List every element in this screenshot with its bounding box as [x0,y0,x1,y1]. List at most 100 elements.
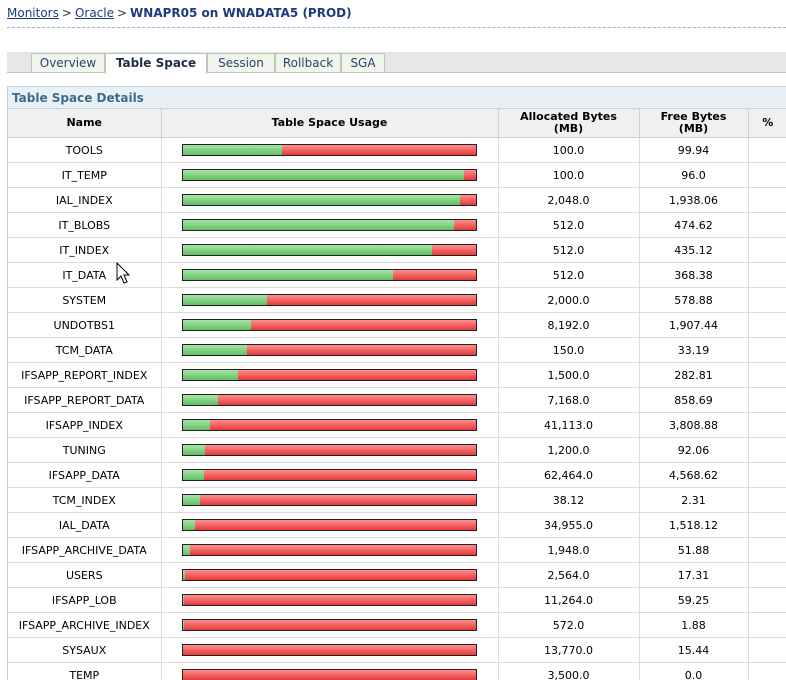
allocated-bytes: 572.0 [498,613,639,638]
allocated-bytes: 38.12 [498,488,639,513]
column-header-usage: Table Space Usage [161,109,498,138]
tab-rollback[interactable]: Rollback [275,53,341,72]
percent-cell [748,488,786,513]
percent-cell [748,588,786,613]
usage-bar-free-fill [183,570,185,580]
usage-bar-free-fill [183,245,432,255]
tablespace-name: SYSAUX [8,638,161,663]
free-bytes: 1,907.44 [639,313,748,338]
usage-bar [182,294,477,306]
usage-cell [161,438,498,463]
allocated-bytes: 2,000.0 [498,288,639,313]
usage-cell [161,638,498,663]
tablespace-name: TCM_DATA [8,338,161,363]
free-bytes: 1,518.12 [639,513,748,538]
percent-cell [748,513,786,538]
usage-bar-free-fill [183,320,251,330]
usage-bar-free-fill [183,220,455,230]
free-bytes: 0.0 [639,663,748,680]
allocated-bytes: 512.0 [498,238,639,263]
usage-bar [182,244,477,256]
usage-cell [161,363,498,388]
breadcrumb-current: WNAPR05 on WNADATA5 (PROD) [130,6,352,20]
allocated-bytes: 100.0 [498,138,639,163]
usage-cell [161,138,498,163]
column-header-percent[interactable]: % [748,109,786,138]
column-header-free[interactable]: Free Bytes (MB) [639,109,748,138]
tab-session[interactable]: Session [207,53,275,72]
allocated-bytes: 512.0 [498,213,639,238]
usage-cell [161,338,498,363]
tab-overview[interactable]: Overview [31,53,105,72]
tablespace-name: IFSAPP_INDEX [8,413,161,438]
tablespace-name: IT_DATA [8,263,161,288]
tablespace-name: SYSTEM [8,288,161,313]
usage-cell [161,288,498,313]
usage-cell [161,613,498,638]
table-space-table: Name Table Space Usage Allocated Bytes (… [8,109,786,680]
usage-bar-free-fill [183,545,191,555]
tab-bar: Overview Table Space Session Rollback SG… [7,52,786,73]
allocated-bytes: 7,168.0 [498,388,639,413]
tablespace-name: TUNING [8,438,161,463]
allocated-bytes: 1,500.0 [498,363,639,388]
free-bytes: 99.94 [639,138,748,163]
free-bytes: 368.38 [639,263,748,288]
allocated-bytes: 1,200.0 [498,438,639,463]
usage-cell [161,513,498,538]
free-bytes: 435.12 [639,238,748,263]
percent-cell [748,363,786,388]
usage-cell [161,663,498,680]
usage-cell [161,538,498,563]
tablespace-name: TCM_INDEX [8,488,161,513]
usage-cell [161,188,498,213]
column-header-name[interactable]: Name [8,109,161,138]
usage-cell [161,463,498,488]
free-bytes: 51.88 [639,538,748,563]
usage-cell [161,238,498,263]
allocated-bytes: 3,500.0 [498,663,639,680]
usage-bar [182,569,477,581]
tablespace-name: UNDOTBS1 [8,313,161,338]
usage-bar-free-fill [183,345,248,355]
tablespace-name: IFSAPP_ARCHIVE_INDEX [8,613,161,638]
usage-bar-free-fill [183,495,201,505]
free-bytes: 3,808.88 [639,413,748,438]
column-header-allocated[interactable]: Allocated Bytes (MB) [498,109,639,138]
usage-bar-free-fill [183,170,464,180]
percent-cell [748,213,786,238]
usage-bar [182,269,477,281]
breadcrumb-separator: > [117,6,127,20]
percent-cell [748,563,786,588]
breadcrumb-oracle-link[interactable]: Oracle [75,6,114,20]
usage-bar [182,644,477,656]
free-bytes: 59.25 [639,588,748,613]
tab-table-space[interactable]: Table Space [105,53,207,74]
breadcrumb-monitors-link[interactable]: Monitors [7,6,59,20]
usage-bar-free-fill [183,445,206,455]
usage-bar-free-fill [183,145,283,155]
usage-cell [161,213,498,238]
tablespace-name: IAL_INDEX [8,188,161,213]
percent-cell [748,188,786,213]
usage-bar [182,144,477,156]
usage-bar [182,444,477,456]
allocated-bytes: 62,464.0 [498,463,639,488]
usage-bar [182,469,477,481]
free-bytes: 96.0 [639,163,748,188]
tab-sga[interactable]: SGA [341,53,385,72]
allocated-bytes: 11,264.0 [498,588,639,613]
free-bytes: 2.31 [639,488,748,513]
